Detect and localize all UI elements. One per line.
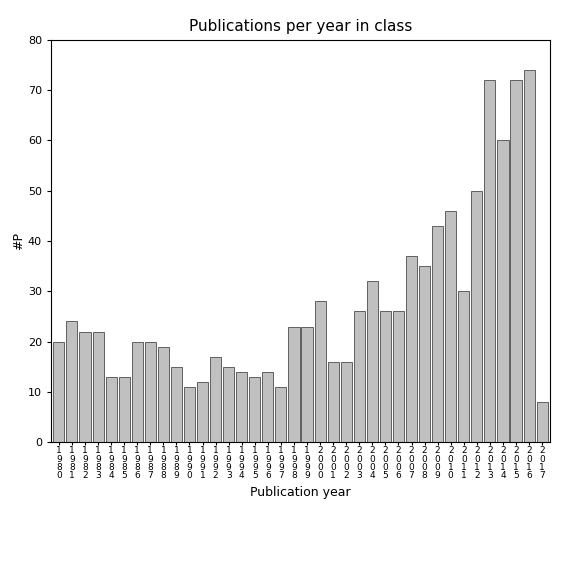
Bar [223,367,234,442]
Bar [510,80,522,442]
Title: Publications per year in class: Publications per year in class [189,19,412,35]
Bar [523,70,535,442]
Bar [53,341,65,442]
Bar [79,332,91,442]
Bar [132,341,143,442]
Bar [263,372,273,442]
Bar [536,402,548,442]
Bar [367,281,378,442]
Bar [210,357,221,442]
Bar [354,311,365,442]
Bar [406,256,417,442]
Bar [315,302,325,442]
Bar [236,372,247,442]
Bar [184,387,195,442]
Bar [380,311,391,442]
Bar [497,141,509,442]
Bar [92,332,104,442]
Bar [432,226,443,442]
Y-axis label: #P: #P [12,232,25,250]
Bar [471,191,483,442]
Bar [145,341,156,442]
Bar [171,367,182,442]
X-axis label: Publication year: Publication year [250,486,351,499]
Bar [119,377,130,442]
Bar [105,377,117,442]
Bar [249,377,260,442]
Bar [484,80,496,442]
Bar [419,266,430,442]
Bar [276,387,286,442]
Bar [458,291,469,442]
Bar [393,311,404,442]
Bar [341,362,352,442]
Bar [445,211,456,442]
Bar [197,382,208,442]
Bar [302,327,312,442]
Bar [158,346,169,442]
Bar [289,327,299,442]
Bar [328,362,338,442]
Bar [66,321,78,442]
